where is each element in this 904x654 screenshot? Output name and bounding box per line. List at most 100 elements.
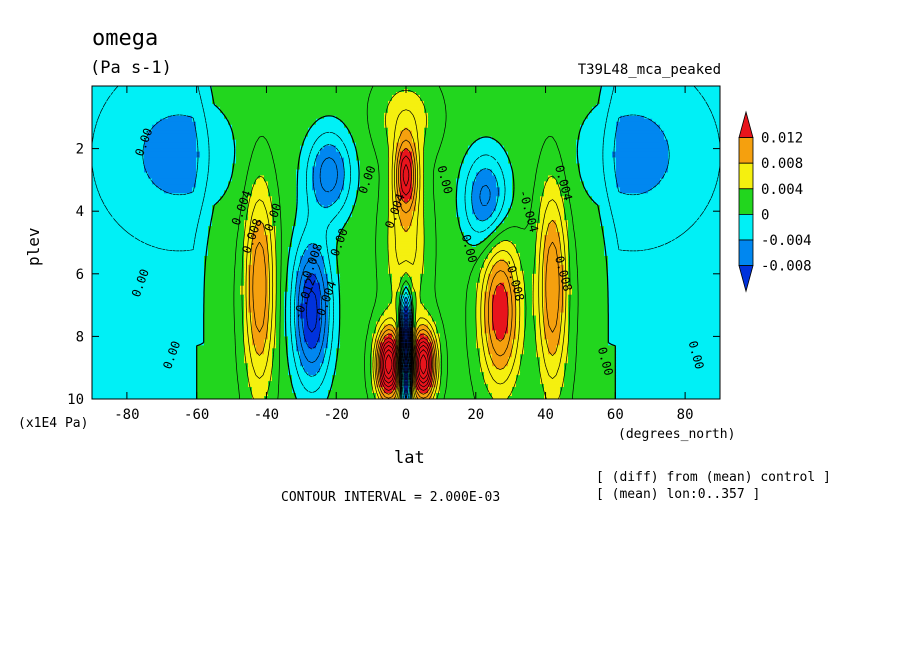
- field-cell: [380, 384, 397, 388]
- field-cell: [380, 393, 397, 397]
- field-cell: [576, 160, 617, 165]
- field-cell: [340, 273, 393, 278]
- field-cell: [568, 252, 605, 257]
- field-cell: [540, 199, 565, 203]
- field-cell: [568, 220, 601, 224]
- field-cell: [500, 241, 513, 245]
- field-cell: [524, 270, 537, 275]
- field-cell: [92, 372, 197, 376]
- field-cell: [472, 199, 497, 203]
- field-cell: [484, 372, 521, 376]
- field-cell: [344, 160, 361, 165]
- field-cell: [440, 357, 481, 361]
- field-cell: [276, 336, 289, 340]
- field-cell: [396, 163, 401, 168]
- field-cell: [492, 172, 513, 177]
- field-cell: [212, 217, 249, 221]
- field-cell: [512, 390, 545, 394]
- field-cell: [416, 160, 425, 165]
- field-cell: [236, 151, 301, 156]
- field-cell: [576, 145, 617, 150]
- field-cell: [564, 264, 569, 269]
- field-cell: [564, 270, 569, 275]
- field-cell: [508, 363, 521, 367]
- field-cell: [416, 363, 433, 367]
- field-cell: [248, 276, 269, 281]
- field-cell: [384, 390, 393, 394]
- field-cell: [92, 330, 205, 335]
- field-cell: [396, 202, 417, 206]
- field-cell: [416, 321, 437, 326]
- field-cell: [588, 115, 621, 120]
- colorbar-label: -0.008: [761, 259, 812, 275]
- field-cell: [440, 354, 481, 358]
- field-cell: [252, 241, 269, 245]
- contour-line: [241, 89, 571, 399]
- field-cell: [564, 378, 617, 382]
- chart-title: omega: [92, 26, 159, 51]
- field-cell: [572, 288, 609, 293]
- field-cell: [416, 294, 421, 299]
- field-cell: [548, 351, 557, 355]
- field-cell: [296, 270, 325, 275]
- field-cell: [412, 175, 417, 180]
- field-cell: [492, 264, 509, 269]
- field-cell: [536, 270, 545, 275]
- field-cell: [460, 169, 481, 174]
- field-cell: [512, 181, 545, 185]
- field-cell: [392, 273, 405, 278]
- field-cell: [472, 208, 497, 212]
- field-cell: [504, 220, 541, 224]
- field-cell: [272, 363, 289, 367]
- field-cell: [92, 175, 149, 180]
- field-cell: [516, 333, 525, 337]
- field-cell: [480, 354, 493, 358]
- field-cell: [372, 339, 377, 343]
- field-cell: [488, 235, 537, 239]
- contour-line: [383, 349, 429, 380]
- field-cell: [456, 214, 477, 218]
- field-cell: [92, 160, 145, 165]
- field-cell: [484, 297, 493, 302]
- field-cell: [544, 324, 561, 329]
- field-cell: [388, 238, 425, 242]
- field-cell: [224, 190, 253, 194]
- field-cell: [568, 294, 609, 299]
- contour-line: [404, 323, 408, 368]
- field-cell: [296, 184, 313, 188]
- field-cell: [300, 264, 325, 269]
- field-cell: [600, 91, 720, 96]
- field-cell: [492, 306, 509, 311]
- field-cell: [376, 351, 381, 355]
- field-cell: [496, 366, 505, 370]
- field-cell: [252, 184, 269, 188]
- field-cell: [92, 151, 145, 156]
- field-cell: [560, 261, 569, 266]
- field-cell: [512, 270, 525, 275]
- field-cell: [324, 261, 337, 266]
- field-cell: [492, 321, 509, 326]
- field-cell: [244, 255, 253, 260]
- field-cell: [436, 345, 441, 349]
- field-cell: [344, 223, 389, 227]
- field-cell: [564, 372, 617, 376]
- field-cell: [488, 345, 513, 349]
- field-cell: [512, 393, 545, 397]
- field-cell: [236, 157, 301, 162]
- field-cell: [92, 214, 213, 218]
- field-cell: [276, 267, 289, 272]
- field-cell: [248, 300, 269, 305]
- field-cell: [204, 306, 245, 311]
- field-cell: [396, 384, 401, 388]
- field-cell: [248, 217, 273, 221]
- field-cell: [560, 396, 617, 399]
- field-cell: [244, 357, 273, 361]
- field-cell: [396, 306, 401, 311]
- field-cell: [432, 396, 437, 399]
- field-cell: [572, 291, 609, 296]
- field-cell: [492, 232, 537, 236]
- field-cell: [616, 178, 661, 182]
- field-cell: [296, 321, 305, 326]
- field-cell: [440, 369, 481, 373]
- field-cell: [316, 372, 337, 376]
